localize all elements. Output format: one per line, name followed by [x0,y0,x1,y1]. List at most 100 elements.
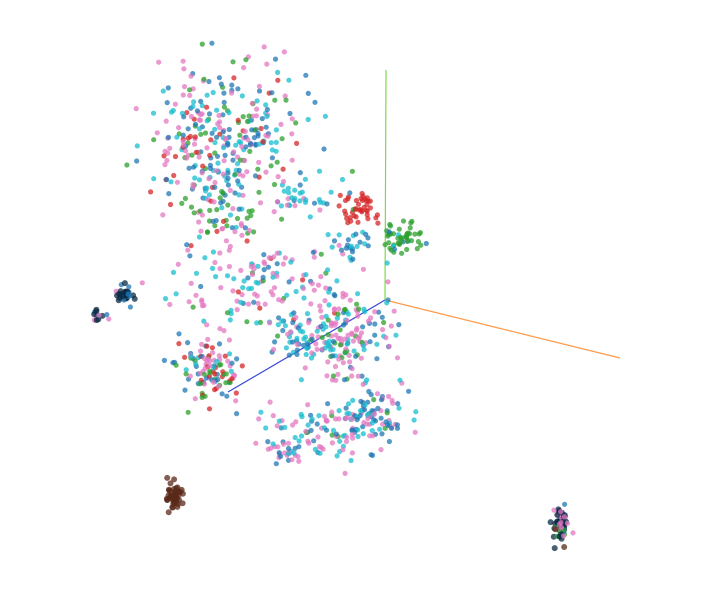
scatter-point [247,140,254,147]
scatter-point [298,433,305,439]
scatter-point [329,409,335,415]
scatter-point [348,457,354,464]
scatter-point [191,164,197,170]
scatter-point [289,157,295,163]
scatter-point [276,297,282,303]
scatter-point [234,307,240,313]
scatter-point [215,383,222,390]
scatter-point [562,501,568,507]
scatter-point [305,402,311,408]
scatter-point [219,391,225,397]
scatter-point [245,137,251,143]
scatter-point [189,152,195,158]
scatter-point [212,371,218,377]
scatter-point [197,208,203,214]
scatter-point [295,454,301,460]
scatter-point [355,373,361,379]
scatter-point [188,204,195,210]
scatter-point [263,124,269,130]
scatter-point [134,158,140,164]
scatter-point [234,356,240,362]
scatter-point [305,116,311,123]
scatter-point [96,312,102,318]
scatter-point [245,301,252,307]
scatter-point [325,332,331,338]
scatter-point [395,401,401,407]
scatter-point [375,405,381,411]
scatter-point [185,409,191,415]
scatter-point [298,377,304,383]
scatter-point [201,76,207,82]
scatter-point [240,192,246,198]
scatter-point [324,373,330,379]
scatter-point [282,255,288,261]
scatter-point [296,458,302,464]
scatter-point [261,267,267,273]
scatter-point [354,417,360,423]
scatter-point [185,126,191,132]
scatter-point [385,233,391,239]
scatter-point [350,256,356,262]
scatter-point [334,278,340,284]
scatter-point [359,373,365,379]
scatter-point [551,545,558,552]
scatter-point [204,322,210,328]
scatter-point [286,352,292,358]
scatter-point [384,300,390,306]
scatter-point [570,530,576,536]
scatter-point [281,188,287,194]
scatter-point [193,361,199,367]
scatter-point [345,237,351,243]
scatter-point [207,165,214,171]
scatter-point [209,40,215,46]
scatter-point [221,158,227,164]
scatter-point [209,265,216,271]
scatter-point [163,176,170,182]
scatter-point [336,408,342,414]
scatter-point [204,145,210,151]
scatter-point [294,335,300,341]
scatter-point [264,106,270,113]
scatter-point [381,319,387,326]
scatter-point [212,184,218,190]
scatter-point [185,247,191,253]
scatter-point [285,451,292,457]
scatter-point [184,110,190,116]
scatter-point [369,420,375,426]
scatter-point [361,306,367,312]
scatter-point [222,152,228,158]
scatter-point [318,444,324,450]
scatter-point [278,121,284,127]
scatter-point [253,279,259,285]
scatter-point [290,320,296,326]
scatter-point [358,398,364,404]
scatter-point [558,520,564,526]
scatter-point [349,416,355,422]
scatter-point [285,185,291,191]
scatter-point [335,311,341,317]
scatter-point [204,185,210,191]
scatter-point [366,388,372,395]
scatter-point [224,310,231,316]
scatter-point [329,244,335,250]
scatter-point [209,130,215,136]
scatter-point [187,87,193,93]
scatter-point [326,289,332,295]
scatter-point [244,169,250,175]
scatter-point [303,72,309,78]
scatter-point [356,306,362,312]
scatter-point [225,175,231,181]
scatter-point [293,288,299,295]
scatter-point [309,281,315,287]
scatter-point [196,219,202,225]
scatter-point [355,201,362,207]
scatter-point [168,495,175,502]
scatter-point [318,308,324,314]
scatter-point [360,342,367,349]
scatter-point [190,304,196,310]
scatter-point [230,288,236,294]
scatter-point [165,85,171,91]
scatter-point [238,221,244,227]
scatter-point [265,133,271,139]
scatter-point [235,117,241,123]
